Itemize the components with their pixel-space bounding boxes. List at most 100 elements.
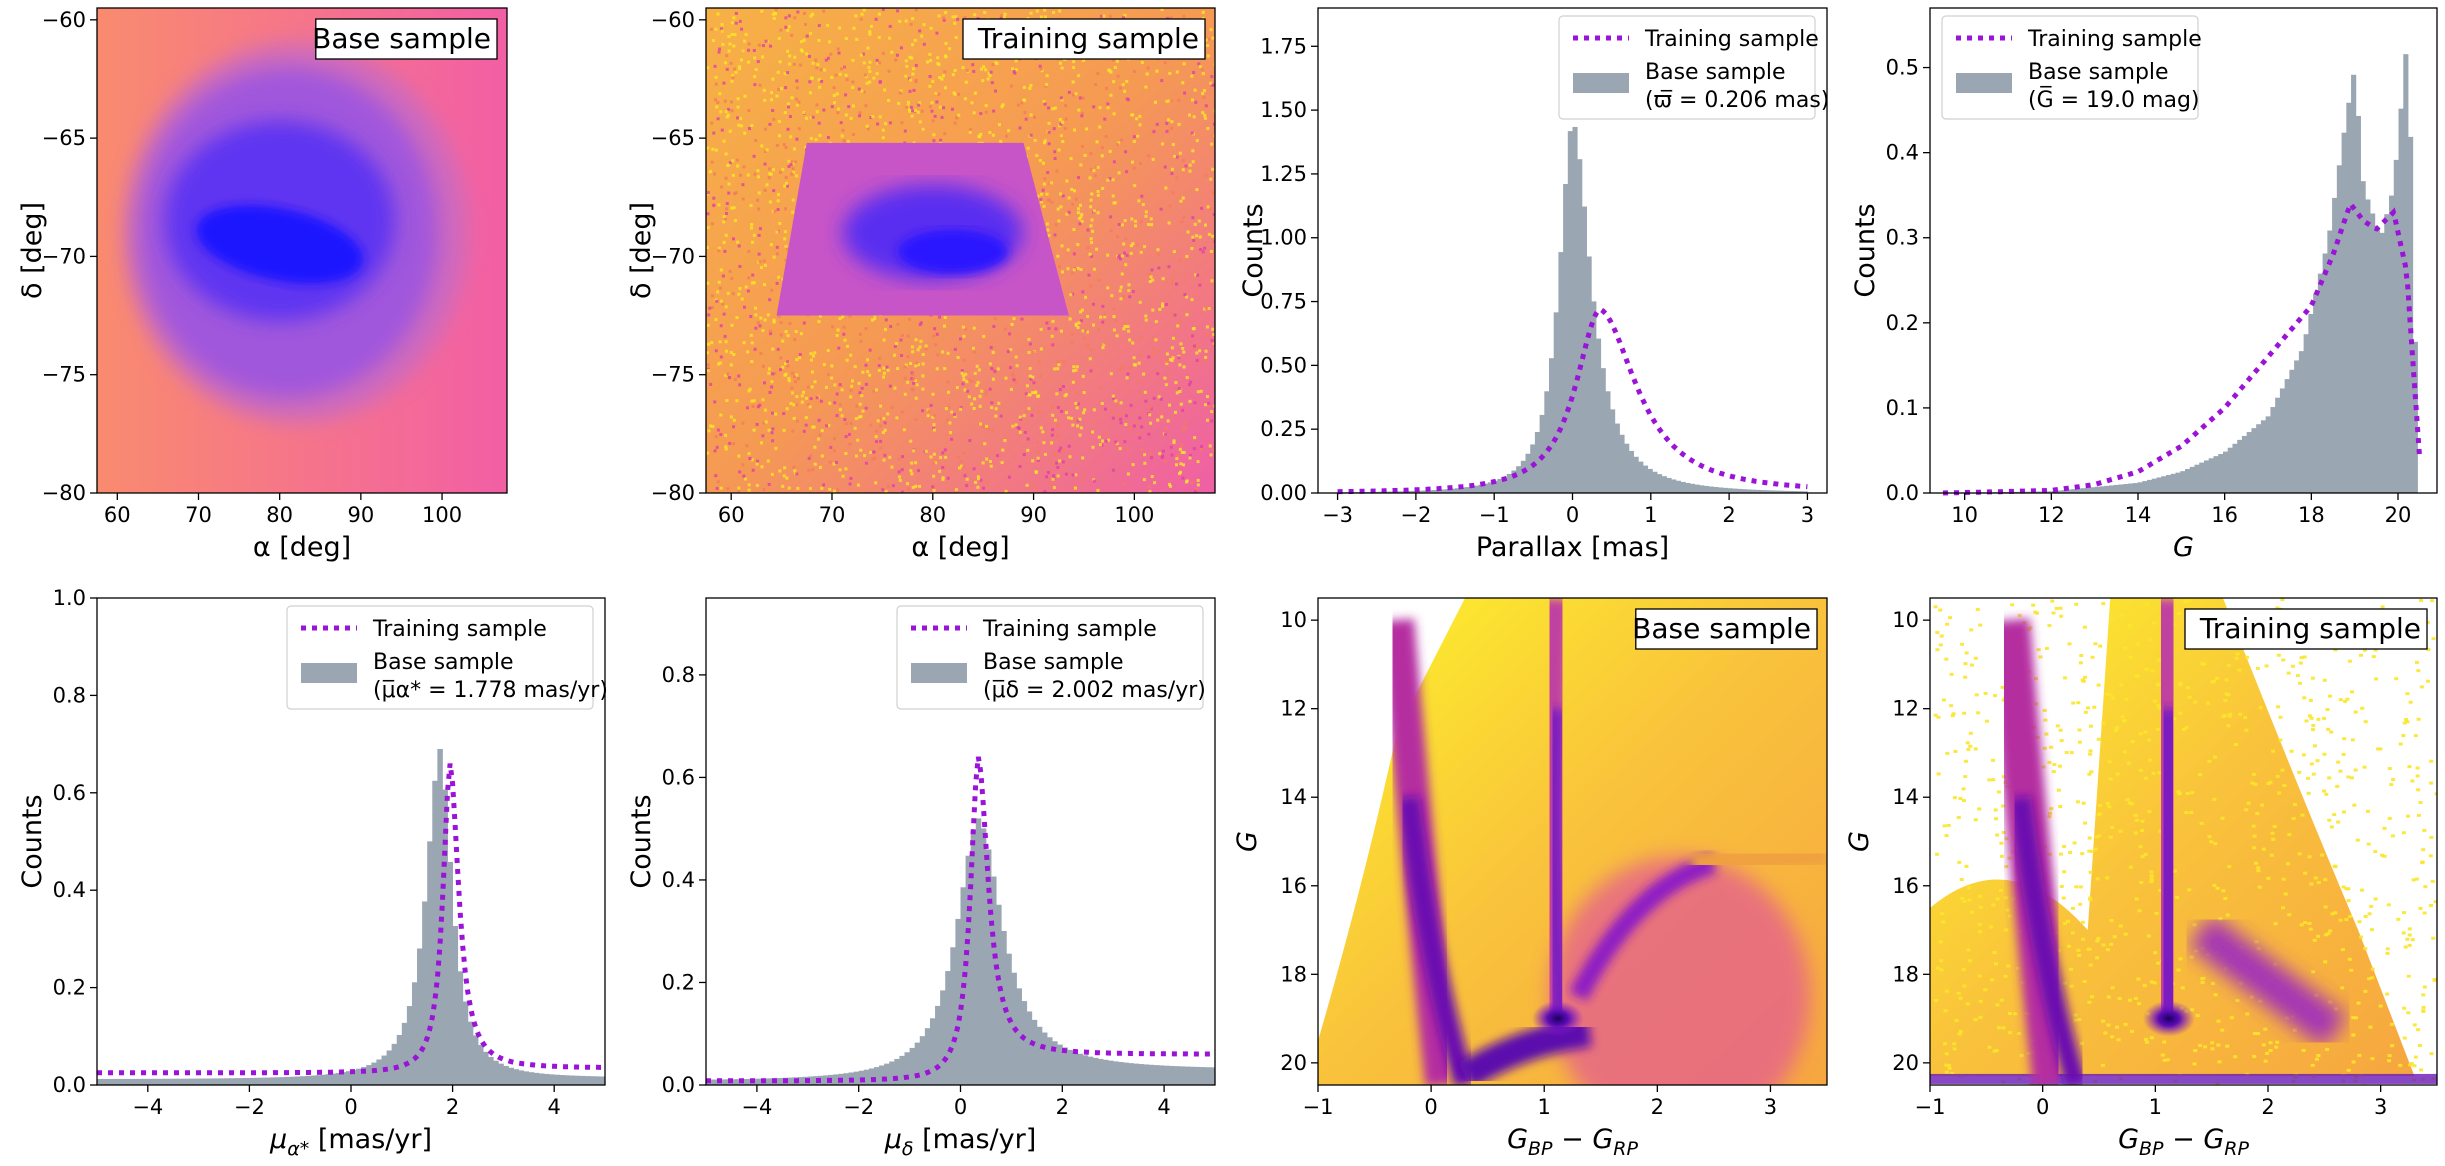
noise-dot <box>2327 776 2331 779</box>
hist-bar <box>1027 1011 1032 1085</box>
noise-dot <box>1090 241 1093 244</box>
noise-dot <box>840 121 843 124</box>
noise-dot <box>1969 628 1973 631</box>
noise-dot <box>712 132 715 135</box>
x-tick-label: 4 <box>548 1095 561 1119</box>
noise-dot <box>1074 92 1077 95</box>
noise-dot <box>930 455 933 458</box>
noise-dot <box>2342 810 2346 813</box>
noise-dot <box>767 313 770 316</box>
hist-bar <box>239 1078 244 1085</box>
noise-dot <box>2095 835 2099 838</box>
noise-dot <box>836 111 839 114</box>
hist-bar <box>397 1035 402 1085</box>
noise-dot <box>2122 719 2126 722</box>
noise-dot <box>1124 219 1127 222</box>
noise-dot <box>2269 1041 2273 1044</box>
noise-dot <box>941 351 944 354</box>
noise-dot <box>990 346 993 349</box>
noise-dot <box>2390 1044 2394 1047</box>
noise-dot <box>861 371 864 374</box>
noise-dot <box>803 430 806 433</box>
noise-dot <box>792 199 795 202</box>
noise-dot <box>1183 426 1186 429</box>
hist-bar <box>371 1063 376 1085</box>
noise-dot <box>2364 720 2368 723</box>
noise-dot <box>878 369 881 372</box>
noise-dot <box>933 423 936 426</box>
hist-bar <box>336 1073 341 1085</box>
noise-dot <box>872 77 875 80</box>
hist-bar <box>2266 416 2271 493</box>
noise-dot <box>748 489 751 492</box>
noise-dot <box>2328 695 2332 698</box>
noise-dot <box>2089 871 2093 874</box>
noise-dot <box>1178 363 1181 366</box>
noise-dot <box>710 341 713 344</box>
y-axis-label: G <box>1232 831 1263 852</box>
hist-bar <box>986 849 991 1085</box>
hist-bar <box>234 1078 239 1085</box>
noise-dot <box>1047 199 1050 202</box>
noise-dot <box>954 122 957 125</box>
noise-dot <box>1020 101 1023 104</box>
noise-dot <box>1989 926 1993 929</box>
noise-dot <box>1193 436 1196 439</box>
noise-dot <box>2070 751 2074 754</box>
noise-dot <box>1090 199 1093 202</box>
noise-dot <box>1121 255 1124 258</box>
noise-dot <box>739 117 742 120</box>
noise-dot <box>1081 145 1084 148</box>
noise-dot <box>748 452 751 455</box>
noise-dot <box>932 335 935 338</box>
noise-dot <box>1101 305 1104 308</box>
noise-dot <box>1127 472 1130 475</box>
noise-dot <box>955 36 958 39</box>
noise-dot <box>840 67 843 70</box>
noise-dot <box>2076 800 2080 803</box>
noise-dot <box>727 182 730 185</box>
hist-bar <box>508 1068 513 1085</box>
noise-dot <box>1071 424 1074 427</box>
hist-bar <box>265 1078 270 1085</box>
noise-dot <box>863 61 866 64</box>
noise-dot <box>846 78 849 81</box>
noise-dot <box>2017 1032 2021 1035</box>
noise-dot <box>1978 923 1982 926</box>
noise-dot <box>1060 410 1063 413</box>
noise-dot <box>1089 253 1092 256</box>
noise-dot <box>869 349 872 352</box>
hist-bar <box>1530 444 1535 493</box>
noise-dot <box>1025 392 1028 395</box>
hist-bar <box>427 841 432 1085</box>
noise-dot <box>1124 150 1127 153</box>
noise-dot <box>1118 171 1121 174</box>
hist-bar <box>1123 1063 1128 1085</box>
hist-bar <box>1643 466 1648 493</box>
noise-dot <box>1083 337 1086 340</box>
noise-dot <box>745 33 748 36</box>
hist-bar <box>1078 1054 1083 1085</box>
noise-dot <box>1171 279 1174 282</box>
noise-dot <box>792 167 795 170</box>
noise-dot <box>842 129 845 132</box>
hist-bar <box>183 1079 188 1085</box>
noise-dot <box>2388 1054 2392 1057</box>
noise-dot <box>781 340 784 343</box>
noise-dot <box>2070 985 2074 988</box>
noise-dot <box>795 395 798 398</box>
noise-dot <box>1934 714 1938 717</box>
noise-dot <box>2092 706 2096 709</box>
noise-dot <box>982 487 985 490</box>
hist-bar <box>777 1078 782 1085</box>
noise-dot <box>962 378 965 381</box>
noise-dot <box>2213 842 2217 845</box>
noise-dot <box>737 455 740 458</box>
noise-dot <box>2252 1055 2256 1058</box>
noise-dot <box>2081 921 2085 924</box>
y-tick-label: 14 <box>1280 785 1307 809</box>
noise-dot <box>1957 861 1961 864</box>
noise-dot <box>2401 734 2405 737</box>
noise-dot <box>932 462 935 465</box>
noise-dot <box>1122 483 1125 486</box>
